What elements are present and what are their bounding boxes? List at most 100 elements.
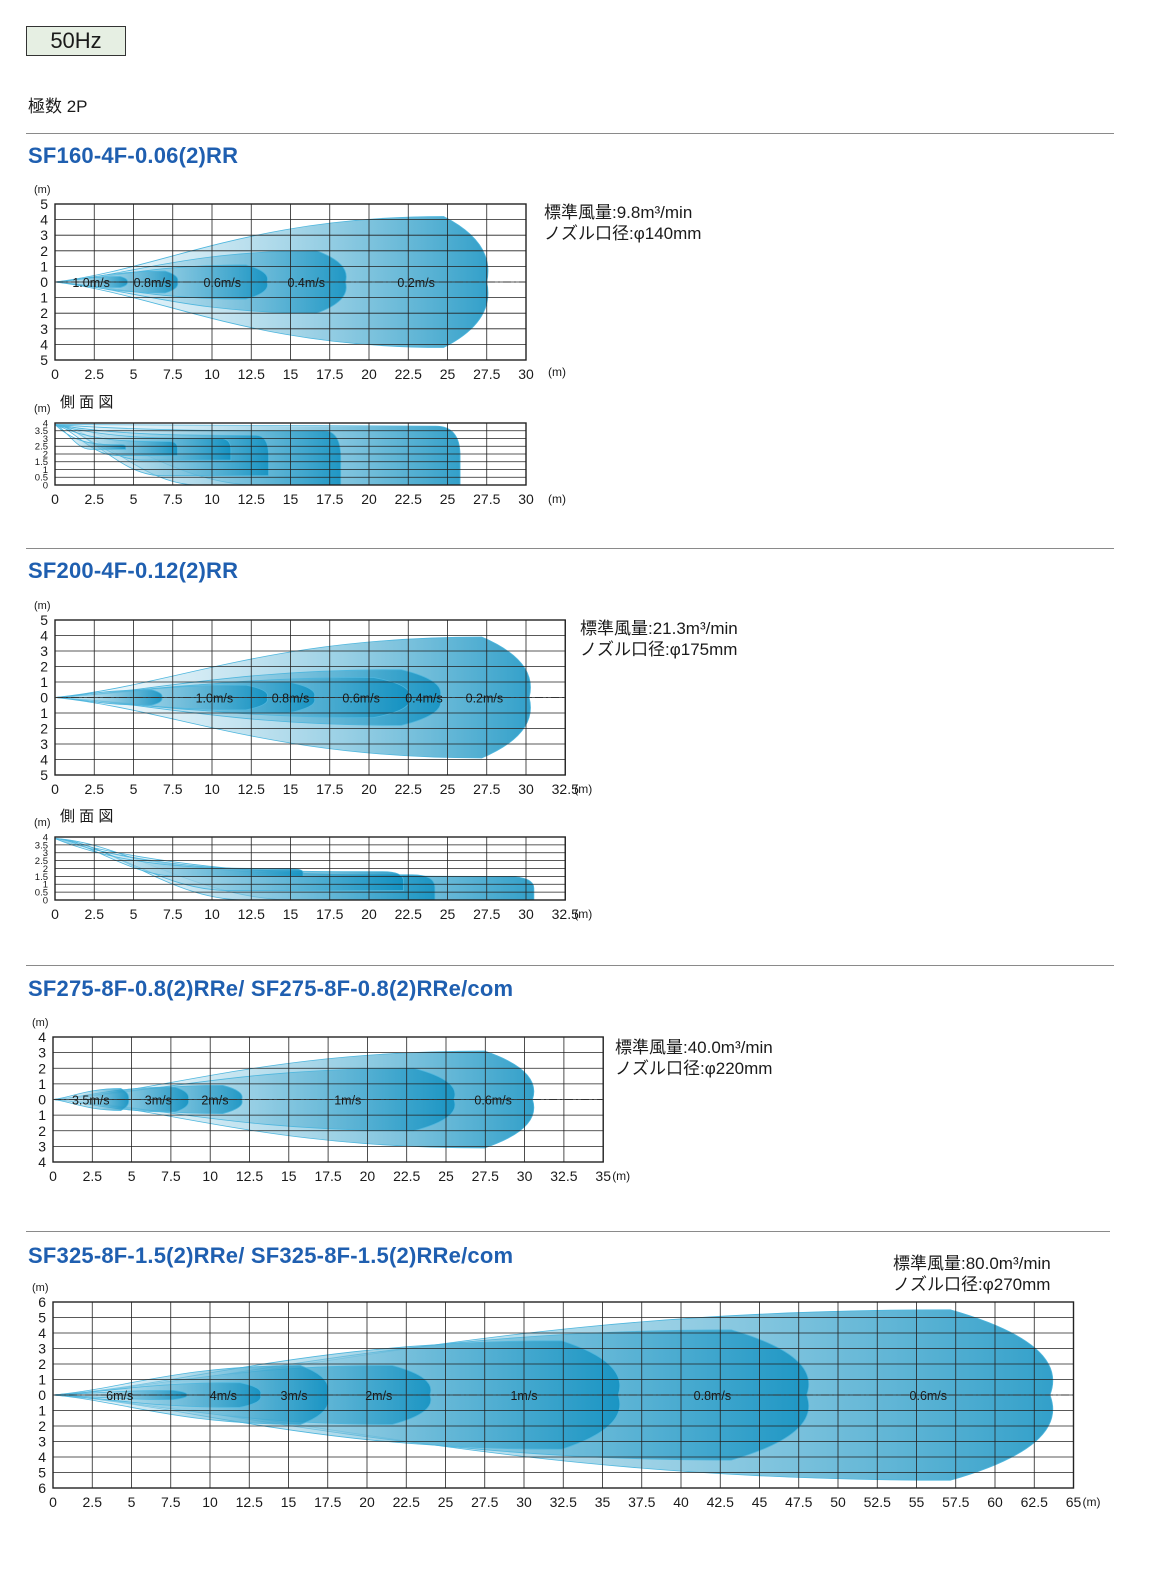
x-tick-label: 30 — [518, 491, 534, 507]
x-tick-label: 0 — [51, 906, 59, 922]
velocity-contour — [54, 424, 127, 450]
velocity-label: 2m/s — [201, 1094, 228, 1108]
x-tick-label: 5 — [130, 491, 138, 507]
y-tick-label: 1 — [43, 465, 48, 476]
x-tick-label: 62.5 — [1021, 1494, 1048, 1510]
x-tick-label: 20 — [361, 781, 377, 797]
y-tick-label: 3 — [40, 643, 48, 659]
x-tick-label: 15 — [283, 366, 299, 382]
x-tick-label: 17.5 — [316, 366, 343, 382]
airflow-spec: 標準風量:80.0m³/min — [893, 1254, 1051, 1273]
x-tick-label: 22.5 — [395, 366, 422, 382]
x-tick-label: 32.5 — [552, 906, 579, 922]
x-tick-label: 30 — [517, 1168, 533, 1184]
x-tick-label: 0 — [49, 1494, 57, 1510]
x-tick-label: 30 — [518, 906, 534, 922]
x-tick-label: 20 — [359, 1494, 375, 1510]
y-tick-label: 2 — [40, 243, 48, 259]
model-title: SF200-4F-0.12(2)RR — [28, 558, 239, 583]
y-unit-label: (m) — [34, 817, 51, 829]
y-unit-label: (m) — [34, 403, 51, 415]
model-title: SF325-8F-1.5(2)RRe/ SF325-8F-1.5(2)RRe/c… — [28, 1243, 514, 1268]
airflow-spec: 標準風量:40.0m³/min — [615, 1038, 773, 1057]
model-title: SF275-8F-0.8(2)RRe/ SF275-8F-0.8(2)RRe/c… — [28, 976, 514, 1001]
x-tick-label: 0 — [49, 1168, 57, 1184]
y-tick-label: 2 — [38, 1356, 46, 1372]
x-unit-label: (m) — [548, 492, 566, 506]
y-tick-label: 1.5 — [35, 457, 48, 468]
x-tick-label: 32.5 — [550, 1494, 577, 1510]
y-tick-label: 3 — [40, 227, 48, 243]
x-tick-label: 12.5 — [238, 366, 265, 382]
velocity-label: 1.0m/s — [72, 276, 110, 290]
poles-label: 極数 2P — [28, 97, 88, 116]
velocity-label: 1m/s — [510, 1389, 537, 1403]
x-tick-label: 57.5 — [942, 1494, 969, 1510]
x-tick-label: 17.5 — [316, 906, 343, 922]
spec-block: 標準風量:40.0m³/min ノズル口径:φ220mm — [615, 1037, 773, 1079]
y-tick-label: 5 — [38, 1465, 46, 1481]
x-tick-label: 22.5 — [395, 491, 422, 507]
x-tick-label: 7.5 — [163, 781, 183, 797]
x-tick-label: 40 — [673, 1494, 689, 1510]
x-tick-label: 10 — [204, 906, 220, 922]
x-tick-label: 12.5 — [238, 491, 265, 507]
x-tick-label: 65 — [1066, 1494, 1082, 1510]
y-tick-label: 1 — [38, 1372, 46, 1388]
x-tick-label: 12.5 — [236, 1494, 263, 1510]
x-tick-label: 27.5 — [473, 491, 500, 507]
y-tick-label: 3 — [43, 848, 48, 859]
x-tick-label: 22.5 — [395, 781, 422, 797]
top-view-chart: 3.5m/s 3m/s 2m/s 1m/s 0.6m/s0 2.5 5 7.5 10 12.5 15… — [32, 1017, 630, 1184]
x-tick-label: 15 — [281, 1494, 297, 1510]
velocity-label: 6m/s — [106, 1389, 133, 1403]
x-tick-label: 10 — [204, 491, 220, 507]
x-tick-label: 60 — [987, 1494, 1003, 1510]
x-tick-label: 32.5 — [552, 781, 579, 797]
x-tick-label: 27.5 — [473, 366, 500, 382]
x-tick-label: 17.5 — [314, 1168, 341, 1184]
frequency-badge: 50Hz — [26, 26, 126, 56]
y-tick-label: 1.5 — [35, 872, 48, 883]
velocity-label: 0.6m/s — [342, 692, 380, 706]
x-tick-label: 42.5 — [707, 1494, 734, 1510]
y-unit-label: (m) — [32, 1282, 49, 1294]
y-tick-label: 0 — [38, 1387, 46, 1403]
x-tick-label: 2.5 — [83, 1494, 103, 1510]
x-tick-label: 20 — [361, 491, 377, 507]
velocity-label: 0.2m/s — [397, 276, 435, 290]
y-tick-label: 2 — [40, 305, 48, 321]
section-divider — [26, 1231, 1110, 1232]
y-tick-label: 4 — [40, 628, 48, 644]
top-view-chart: 6m/s 4m/s 3m/s 2m/s 1m/s 0.8m/s 0.6m/s0 2.5 5 7.5… — [32, 1282, 1101, 1510]
y-tick-label: 3 — [38, 1045, 46, 1061]
x-tick-label: 22.5 — [395, 906, 422, 922]
x-tick-label: 27.5 — [472, 1168, 499, 1184]
velocity-label: 0.4m/s — [287, 276, 325, 290]
x-tick-label: 25 — [440, 781, 456, 797]
y-tick-label: 1 — [38, 1403, 46, 1419]
x-tick-label: 35 — [595, 1168, 611, 1184]
x-tick-label: 5 — [130, 906, 138, 922]
velocity-label: 0.6m/s — [910, 1389, 948, 1403]
x-tick-label: 2.5 — [83, 1168, 103, 1184]
y-tick-label: 1 — [40, 290, 48, 306]
y-tick-label: 4 — [40, 752, 48, 768]
y-tick-label: 3 — [43, 434, 48, 445]
section-divider — [26, 965, 1114, 966]
velocity-label: 4m/s — [210, 1389, 237, 1403]
x-tick-label: 15 — [281, 1168, 297, 1184]
nozzle-spec: ノズル口径:φ140mm — [544, 224, 702, 243]
x-tick-label: 50 — [830, 1494, 846, 1510]
x-tick-label: 17.5 — [316, 781, 343, 797]
x-tick-label: 32.5 — [550, 1168, 577, 1184]
x-tick-label: 37.5 — [628, 1494, 655, 1510]
velocity-contour — [54, 838, 304, 877]
y-tick-label: 4 — [43, 418, 48, 429]
y-tick-label: 2 — [40, 721, 48, 737]
y-tick-label: 4 — [38, 1154, 46, 1170]
y-tick-label: 4 — [38, 1325, 46, 1341]
x-tick-label: 25 — [440, 906, 456, 922]
x-tick-label: 15 — [283, 781, 299, 797]
side-view-label: 側 面 図 — [60, 394, 113, 411]
